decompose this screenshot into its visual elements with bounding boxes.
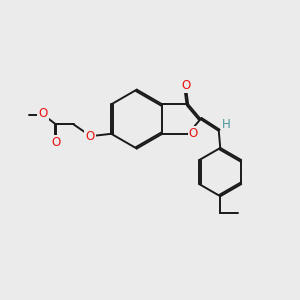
Text: O: O (182, 79, 191, 92)
Text: H: H (222, 118, 230, 131)
Text: O: O (85, 130, 95, 143)
Text: O: O (38, 107, 48, 120)
Text: O: O (189, 127, 198, 140)
Text: O: O (52, 136, 61, 148)
